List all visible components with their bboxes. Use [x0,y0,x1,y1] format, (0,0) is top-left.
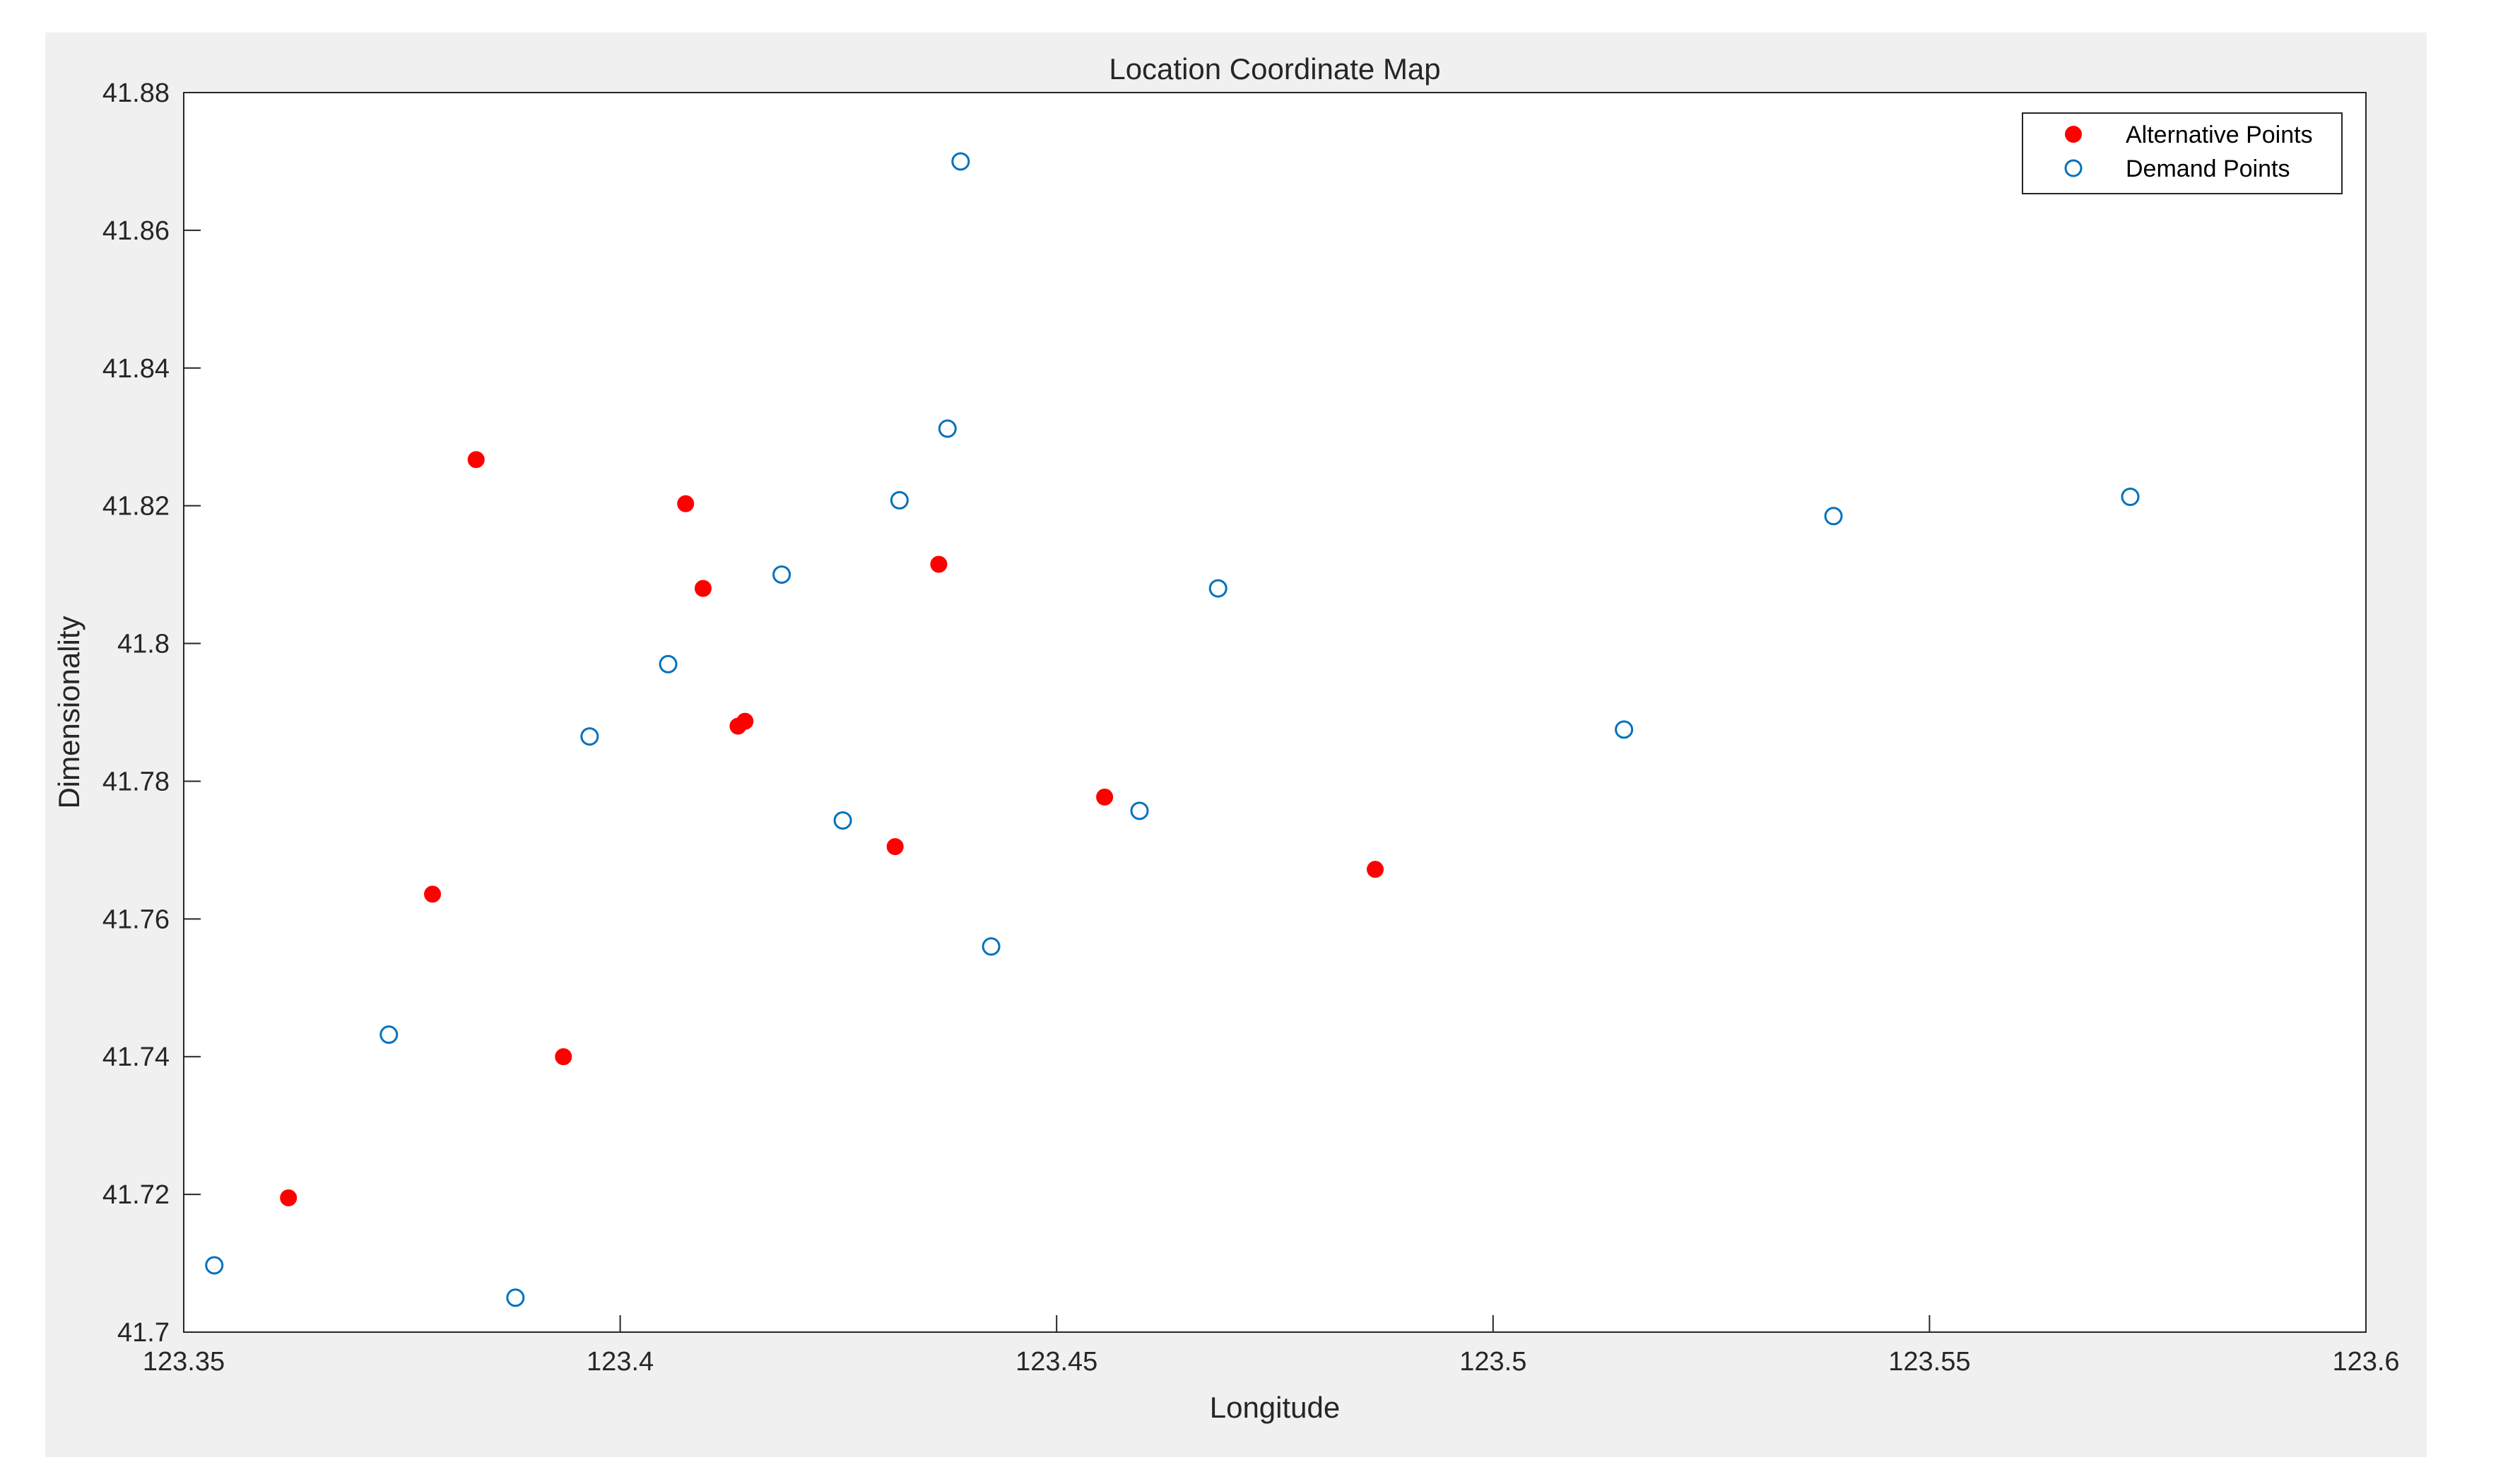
y-tick-label: 41.86 [102,216,170,246]
alternative-point [930,555,948,573]
figure-window: Location Coordinate Map Longitude Dimens… [45,33,2427,1457]
legend-marker [2065,126,2082,143]
demand-point [938,419,957,438]
demand-point [379,1025,399,1045]
y-tick-label: 41.8 [117,630,170,659]
x-tick-label: 123.4 [587,1347,654,1377]
demand-point [890,490,909,510]
demand-point [772,565,791,584]
alternative-point [736,712,754,730]
demand-point [205,1256,224,1275]
demand-point [1208,579,1227,598]
y-tick-label: 41.74 [102,1042,170,1072]
data-points [205,152,2140,1307]
y-axis-label: Dimensionality [52,616,86,808]
alternative-point [677,495,695,512]
alternative-point [555,1048,572,1066]
demand-point [982,937,1001,956]
y-tick-label: 41.7 [117,1318,170,1348]
legend-marker [2064,159,2083,177]
demand-point [833,811,852,830]
plot-area [183,92,2367,1333]
demand-point [580,727,599,746]
x-tick-label: 123.45 [1015,1347,1097,1377]
demand-point [1824,507,1843,526]
demand-point [1130,801,1149,820]
alternative-point [694,579,712,597]
x-tick-label: 123.35 [143,1347,225,1377]
x-tick-label: 123.55 [1888,1347,1970,1377]
x-axis-label: Longitude [1210,1391,1341,1424]
y-tick-label: 41.72 [102,1180,170,1210]
legend-entry-label: Demand Points [2126,155,2290,182]
x-tick-label: 123.5 [1459,1347,1526,1377]
x-tick-label: 123.6 [2332,1347,2399,1377]
axis-ticks: 123.35 123.4 123.45 123.5 123.55 123.6 41.7 41.… [102,78,2400,1377]
y-tick-label: 41.84 [102,354,170,384]
y-tick-label: 41.78 [102,767,170,796]
scatter-chart: Location Coordinate Map Longitude Dimens… [52,52,2400,1424]
alternative-point [467,451,485,469]
alternative-point [886,838,904,856]
y-tick-label: 41.76 [102,905,170,934]
alternative-point [1367,861,1384,878]
legend: Alternative Points Demand Points [2022,112,2343,194]
chart-title: Location Coordinate Map [1109,52,1440,86]
demand-point [2121,487,2140,506]
demand-point [951,152,970,171]
alternative-point [280,1189,298,1206]
demand-point [1615,720,1634,739]
y-tick-label: 41.82 [102,492,170,522]
alternative-point [424,885,442,903]
demand-point [659,654,678,673]
y-tick-label: 41.88 [102,78,170,108]
alternative-point [1096,788,1114,806]
legend-entry-label: Alternative Points [2126,122,2313,148]
demand-point [506,1288,525,1307]
